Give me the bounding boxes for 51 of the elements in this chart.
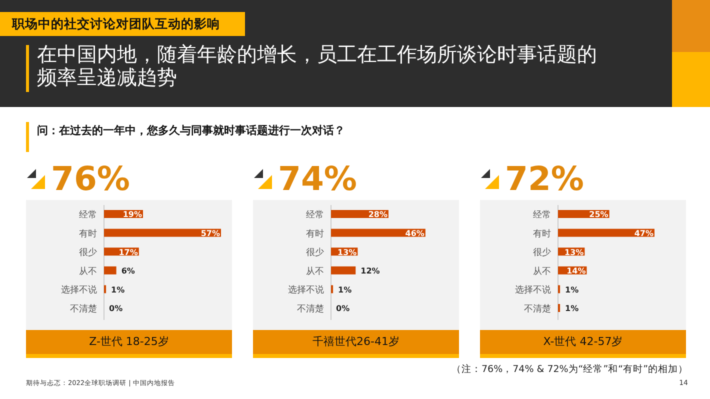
y-tick-label: 从不	[306, 266, 324, 277]
y-tick-label: 有时	[79, 228, 97, 240]
chart-title: 74%	[278, 159, 357, 198]
text: 在中国内地，随着年龄的增长，员工在工作场所谈论时事话题的频率呈递减趋势	[37, 42, 598, 89]
data-label: 46%	[405, 229, 424, 238]
x-axis-title: 千禧世代26-41岁	[253, 330, 459, 354]
y-tick-label: 有时	[533, 228, 551, 240]
data-label: 17%	[118, 248, 138, 257]
data-label: 47%	[634, 229, 654, 238]
text: 职场中的社交讨论对团队互动的影响	[0, 12, 245, 36]
y-tick-label: 从不	[533, 266, 551, 277]
y-tick-label: 有时	[306, 228, 324, 240]
text: 问：在过去的一年中，您多久与同事就时事话题进行一次对话？	[37, 123, 345, 138]
bar	[331, 228, 426, 237]
data-label: 1%	[565, 304, 579, 314]
data-label: 25%	[589, 210, 608, 220]
y-tick-label: 经常	[533, 210, 551, 220]
x-axis-title: Z-世代 18-25岁	[26, 330, 232, 354]
y-tick-label: 选择不说	[288, 284, 324, 296]
y-tick-label: 从不	[79, 266, 97, 277]
bar	[104, 228, 221, 237]
bar	[558, 228, 654, 237]
data-label: 6%	[121, 266, 135, 276]
text: （注：76%，74% & 72%为“经常”和“有时”的相加）	[452, 363, 688, 376]
data-label: 1%	[111, 285, 125, 294]
y-tick-label: 不清楚	[297, 304, 324, 314]
data-label: 14%	[566, 266, 586, 276]
data-label: 1%	[565, 285, 579, 294]
y-tick-label: 经常	[79, 210, 97, 220]
data-label: 19%	[122, 210, 142, 220]
y-tick-label: 选择不说	[61, 284, 97, 296]
y-tick-label: 很少	[533, 247, 551, 258]
y-tick-label: 很少	[306, 247, 324, 258]
y-tick-label: 选择不说	[515, 284, 551, 296]
data-label: 0%	[336, 304, 350, 314]
x-axis-title: X-世代 42-57岁	[480, 330, 686, 354]
data-label: 13%	[338, 248, 357, 257]
y-tick-label: 很少	[79, 247, 97, 258]
data-label: 13%	[564, 248, 584, 257]
y-tick-label: 不清楚	[70, 304, 97, 314]
data-label: 12%	[360, 266, 380, 276]
data-label: 28%	[368, 210, 388, 220]
chart-title: 76%	[51, 159, 130, 198]
chart-title: 72%	[505, 159, 584, 198]
data-label: 57%	[200, 229, 220, 238]
y-tick-label: 经常	[306, 210, 324, 220]
data-label: 0%	[109, 304, 123, 314]
bar	[331, 266, 356, 274]
bar	[104, 266, 116, 274]
y-tick-label: 不清楚	[524, 304, 551, 314]
data-label: 1%	[338, 285, 352, 294]
